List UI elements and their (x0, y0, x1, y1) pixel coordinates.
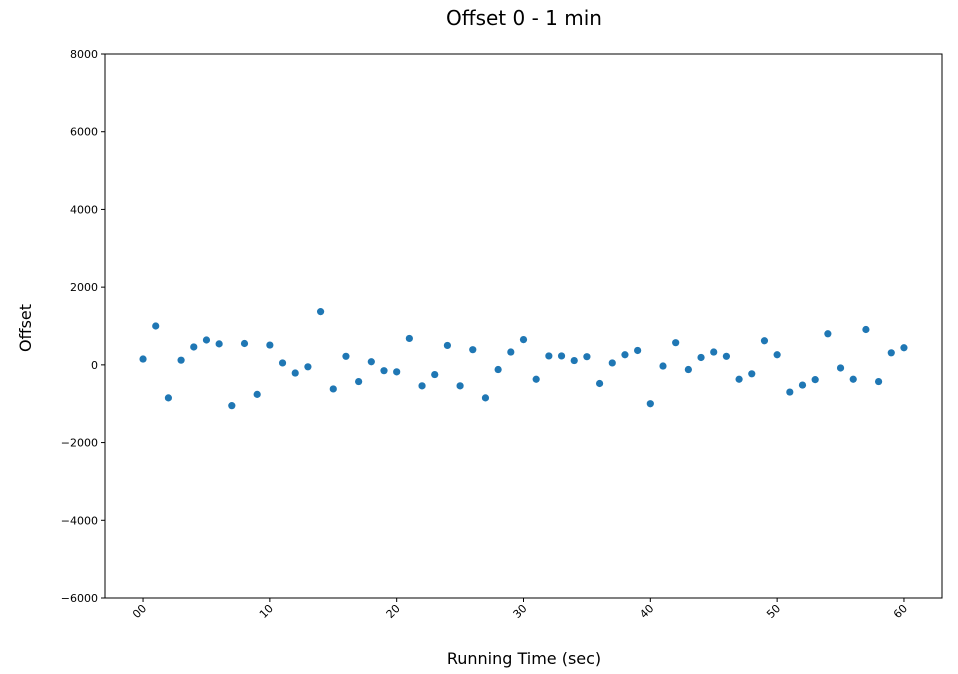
data-point (748, 370, 756, 378)
data-point (507, 348, 515, 356)
y-tick-label: 8000 (70, 48, 98, 61)
data-point (760, 337, 769, 345)
data-point (329, 385, 337, 393)
data-point (684, 365, 692, 374)
data-point (608, 359, 616, 367)
x-tick-label: 30 (511, 602, 530, 621)
data-point (291, 369, 299, 377)
data-point (139, 355, 147, 363)
data-point (798, 381, 807, 389)
data-point (494, 365, 502, 374)
data-point (253, 390, 261, 398)
data-point (405, 334, 413, 343)
y-tick-label: −6000 (61, 592, 98, 605)
data-point (393, 368, 401, 376)
data-point (228, 402, 236, 410)
y-tick-label: 2000 (70, 281, 98, 294)
data-point (304, 363, 312, 371)
data-point (545, 352, 553, 360)
data-point (342, 352, 350, 360)
data-point (532, 375, 540, 383)
y-axis: −6000 −4000 −2000 0 2000 4000 6000 8000 (61, 48, 105, 605)
data-point (570, 356, 578, 365)
y-tick-label: 0 (91, 359, 98, 372)
data-point (697, 353, 705, 362)
data-point (418, 382, 426, 390)
data-point (722, 352, 731, 360)
data-point (583, 353, 591, 361)
data-point (824, 330, 832, 338)
data-point (887, 349, 895, 357)
data-point (557, 352, 566, 360)
data-point (849, 375, 857, 383)
data-point (811, 376, 819, 384)
data-point (177, 356, 185, 364)
plot-frame (104, 53, 943, 599)
data-point (367, 358, 375, 366)
data-point (672, 339, 680, 347)
data-point (481, 394, 490, 402)
x-tick-label: 10 (257, 602, 276, 621)
data-point (710, 348, 718, 356)
data-point (164, 394, 173, 402)
chart-title: Offset 0 - 1 min (446, 6, 602, 30)
data-point (278, 359, 287, 367)
x-axis: 00 10 20 30 40 50 60 (130, 598, 910, 621)
x-tick-label: 00 (130, 602, 149, 621)
data-point (355, 377, 363, 386)
data-point (240, 339, 249, 348)
y-tick-label: 4000 (70, 203, 98, 216)
data-point (266, 341, 274, 349)
x-tick-label: 40 (637, 602, 656, 621)
data-point (900, 344, 908, 352)
x-axis-label: Running Time (sec) (447, 649, 601, 668)
data-point (646, 400, 654, 408)
data-point (469, 346, 477, 354)
y-tick-label: 6000 (70, 126, 98, 139)
data-point (862, 325, 870, 334)
data-point (202, 336, 211, 344)
data-point (456, 382, 464, 390)
data-point (519, 336, 528, 344)
data-point (316, 308, 325, 316)
data-point (874, 377, 883, 386)
x-tick-label: 20 (384, 602, 403, 621)
y-tick-label: −2000 (61, 437, 98, 450)
y-tick-label: −4000 (61, 514, 98, 527)
data-point (659, 362, 667, 370)
data-point (735, 375, 743, 383)
data-point (443, 341, 452, 350)
data-point (595, 379, 604, 388)
data-point (773, 351, 781, 359)
data-point (621, 351, 629, 359)
data-point (380, 367, 388, 375)
y-axis-label: Offset (16, 304, 35, 352)
data-point (786, 388, 794, 396)
data-point (152, 322, 160, 330)
data-point (836, 364, 845, 372)
x-tick-label: 50 (764, 602, 783, 621)
data-point (215, 340, 223, 348)
data-points (139, 308, 908, 410)
data-point (634, 346, 642, 355)
data-point (431, 370, 439, 379)
x-tick-label: 60 (891, 602, 910, 621)
data-point (190, 343, 198, 351)
